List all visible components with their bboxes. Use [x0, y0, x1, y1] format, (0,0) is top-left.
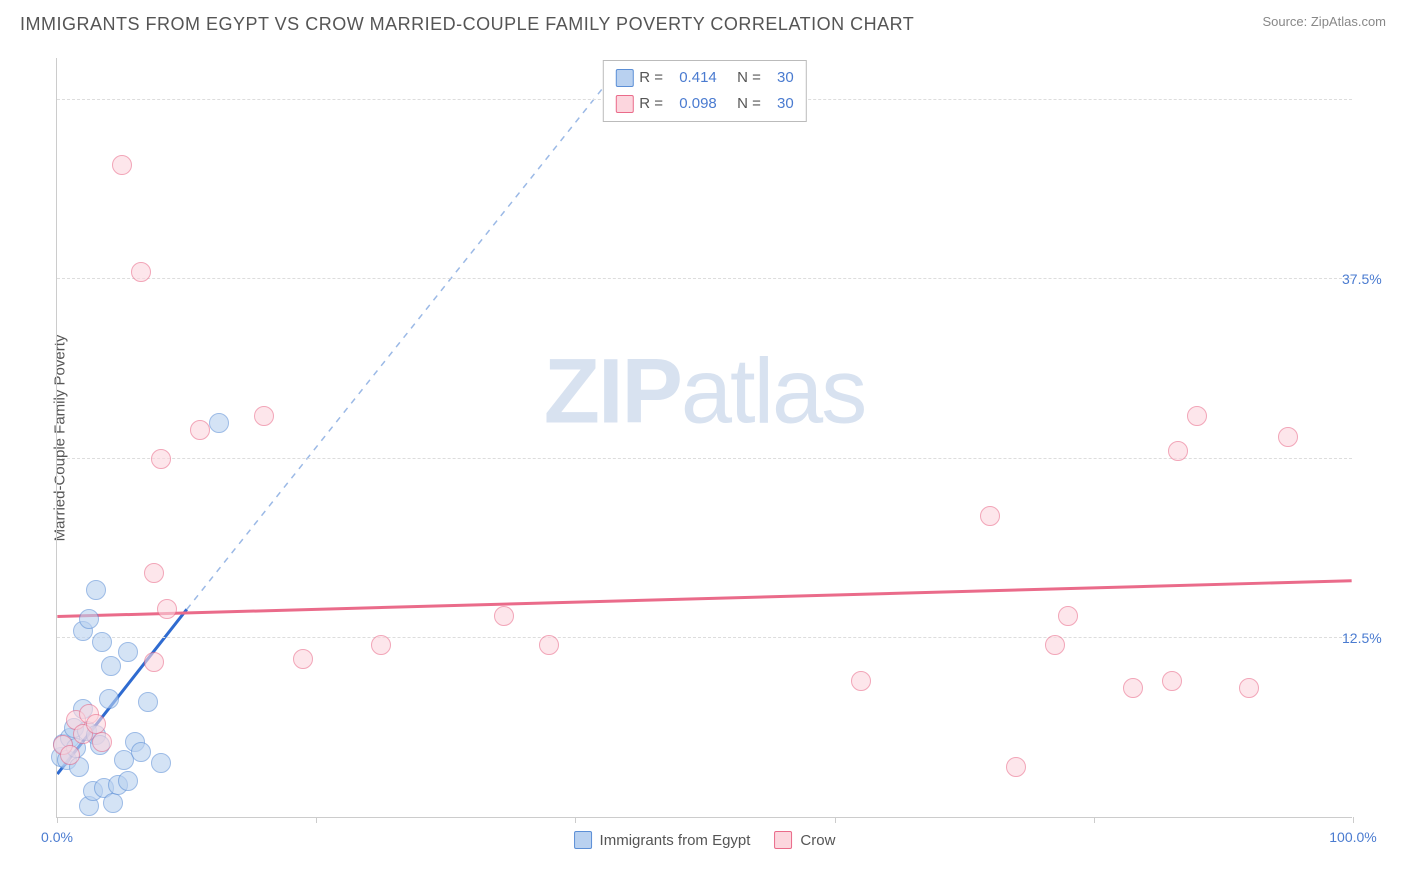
- data-point-egypt: [131, 742, 151, 762]
- n-label: N =: [737, 65, 761, 91]
- legend-swatch-crow: [615, 95, 633, 113]
- data-point-egypt: [92, 632, 112, 652]
- x-tick-label: 0.0%: [41, 829, 73, 845]
- r-label: R =: [639, 91, 663, 117]
- data-point-egypt: [86, 580, 106, 600]
- data-point-crow: [86, 714, 106, 734]
- n-value-egypt: 30: [777, 65, 794, 91]
- data-point-egypt: [103, 793, 123, 813]
- data-point-crow: [92, 732, 112, 752]
- grid-line: [57, 637, 1352, 638]
- data-point-crow: [1045, 635, 1065, 655]
- x-tick: [575, 817, 576, 823]
- data-point-crow: [1278, 427, 1298, 447]
- data-point-egypt: [101, 656, 121, 676]
- data-point-crow: [131, 262, 151, 282]
- x-tick: [835, 817, 836, 823]
- x-tick-label: 100.0%: [1329, 829, 1376, 845]
- data-point-crow: [157, 599, 177, 619]
- data-point-crow: [112, 155, 132, 175]
- legend-label-egypt: Immigrants from Egypt: [600, 832, 751, 849]
- grid-line: [57, 458, 1352, 459]
- legend-swatch-egypt: [615, 69, 633, 87]
- regression-lines: [57, 58, 1352, 817]
- correlation-legend: R = 0.414 N = 30 R = 0.098 N = 30: [602, 60, 806, 122]
- legend-label-crow: Crow: [800, 832, 835, 849]
- scatter-plot: ZIPatlas R = 0.414 N = 30 R = 0.098 N = …: [56, 58, 1352, 818]
- data-point-crow: [1006, 757, 1026, 777]
- data-point-egypt: [138, 692, 158, 712]
- chart-area: Married-Couple Family Poverty ZIPatlas R…: [50, 58, 1390, 818]
- grid-line: [57, 278, 1352, 279]
- legend-item-egypt: Immigrants from Egypt: [574, 831, 751, 849]
- x-tick: [316, 817, 317, 823]
- r-label: R =: [639, 65, 663, 91]
- legend-swatch-crow-icon: [774, 831, 792, 849]
- legend-item-crow: Crow: [774, 831, 835, 849]
- x-tick: [57, 817, 58, 823]
- n-label: N =: [737, 91, 761, 117]
- data-point-crow: [1239, 678, 1259, 698]
- data-point-crow: [1187, 406, 1207, 426]
- data-point-crow: [144, 563, 164, 583]
- data-point-crow: [1058, 606, 1078, 626]
- data-point-egypt: [118, 642, 138, 662]
- header: IMMIGRANTS FROM EGYPT VS CROW MARRIED-CO…: [0, 0, 1406, 39]
- data-point-crow: [254, 406, 274, 426]
- data-point-crow: [293, 649, 313, 669]
- data-point-crow: [1162, 671, 1182, 691]
- data-point-crow: [851, 671, 871, 691]
- data-point-crow: [1168, 441, 1188, 461]
- data-point-crow: [371, 635, 391, 655]
- data-point-egypt: [151, 753, 171, 773]
- data-point-egypt: [118, 771, 138, 791]
- data-point-crow: [1123, 678, 1143, 698]
- series-legend: Immigrants from Egypt Crow: [574, 831, 836, 849]
- data-point-crow: [539, 635, 559, 655]
- chart-title: IMMIGRANTS FROM EGYPT VS CROW MARRIED-CO…: [20, 14, 914, 35]
- legend-row-egypt: R = 0.414 N = 30: [615, 65, 793, 91]
- watermark: ZIPatlas: [544, 339, 865, 444]
- x-tick: [1094, 817, 1095, 823]
- data-point-crow: [190, 420, 210, 440]
- watermark-bold: ZIP: [544, 340, 681, 442]
- data-point-crow: [144, 652, 164, 672]
- legend-row-crow: R = 0.098 N = 30: [615, 91, 793, 117]
- data-point-egypt: [209, 413, 229, 433]
- r-value-egypt: 0.414: [679, 65, 717, 91]
- y-tick-label: 12.5%: [1342, 630, 1398, 646]
- legend-swatch-egypt-icon: [574, 831, 592, 849]
- data-point-crow: [60, 745, 80, 765]
- data-point-egypt: [79, 609, 99, 629]
- x-tick: [1353, 817, 1354, 823]
- data-point-crow: [980, 506, 1000, 526]
- source-label: Source: ZipAtlas.com: [1262, 14, 1386, 29]
- y-tick-label: 37.5%: [1342, 271, 1398, 287]
- data-point-crow: [494, 606, 514, 626]
- watermark-rest: atlas: [681, 340, 865, 442]
- r-value-crow: 0.098: [679, 91, 717, 117]
- data-point-egypt: [99, 689, 119, 709]
- n-value-crow: 30: [777, 91, 794, 117]
- data-point-crow: [151, 449, 171, 469]
